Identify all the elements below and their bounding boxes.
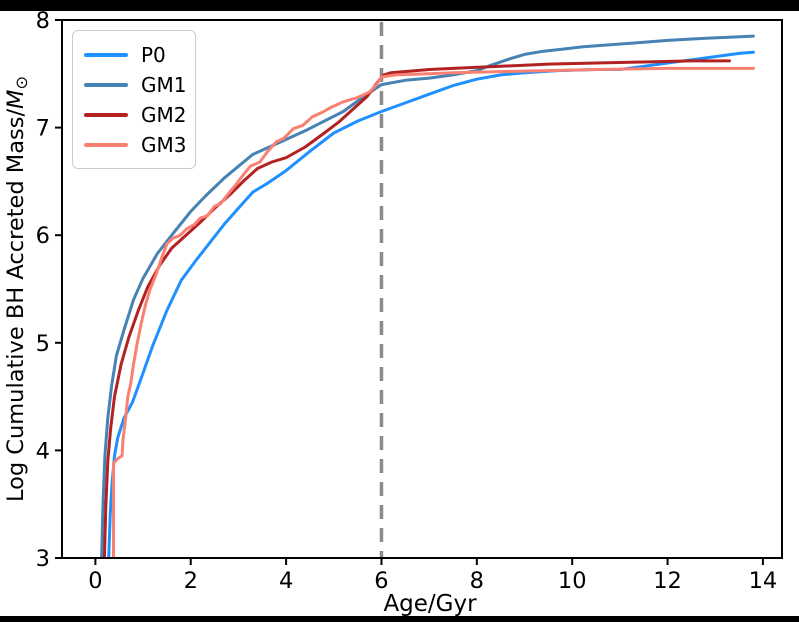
curve-GM2: [102, 59, 731, 558]
y-axis-label: Log Cumulative BH Accreted Mass/M⊙: [3, 76, 31, 502]
legend-item-p0: P0: [84, 40, 185, 70]
y-tick-label: 6: [36, 223, 50, 249]
plot-border: [61, 19, 783, 559]
legend-label-gm2: GM2: [141, 103, 187, 127]
curve-GM3: [112, 66, 755, 558]
x-tick-label: 12: [653, 568, 682, 594]
x-tick-label: 0: [88, 568, 102, 594]
x-tick-label: 2: [184, 568, 198, 594]
legend-label-p0: P0: [141, 43, 166, 67]
y-tick-label: 4: [36, 438, 50, 464]
legend: P0 GM1 GM2 GM3: [72, 30, 196, 169]
legend-label-gm1: GM1: [141, 73, 187, 97]
legend-line-sample-gm1: [84, 83, 128, 87]
y-tick-label: 8: [36, 8, 50, 34]
x-axis-ticks: 0 2 4 6 8 10 12 14: [88, 558, 777, 594]
legend-item-gm3: GM3: [84, 130, 187, 160]
curves: [100, 34, 755, 558]
y-axis-label-sun-subscript: ⊙: [12, 75, 32, 90]
legend-item-gm1: GM1: [84, 70, 187, 100]
x-tick-label: 10: [558, 568, 587, 594]
legend-line-sample-gm3: [84, 143, 128, 147]
legend-item-gm2: GM2: [84, 100, 187, 130]
x-tick-label: 14: [749, 568, 778, 594]
y-tick-label: 7: [36, 116, 50, 142]
x-axis-label: Age/Gyr: [383, 591, 477, 617]
y-axis-label-text: Log Cumulative BH Accreted Mass/: [2, 108, 29, 503]
legend-line-sample-p0: [84, 53, 128, 57]
top-black-bar: [0, 0, 799, 11]
y-axis-ticks: 3 4 5 6 7 8: [36, 8, 62, 572]
y-tick-label: 3: [36, 546, 50, 572]
curve-P0: [107, 50, 755, 558]
legend-label-gm3: GM3: [141, 133, 187, 157]
y-axis-label-mass-symbol: M: [2, 89, 29, 109]
curve-GM1: [100, 34, 755, 558]
legend-line-sample-gm2: [84, 113, 128, 117]
x-tick-label: 4: [279, 568, 293, 594]
x-tick-label: 8: [470, 568, 484, 594]
bottom-black-bar: [0, 616, 799, 622]
y-tick-label: 5: [36, 331, 50, 357]
x-tick-label: 6: [374, 568, 388, 594]
